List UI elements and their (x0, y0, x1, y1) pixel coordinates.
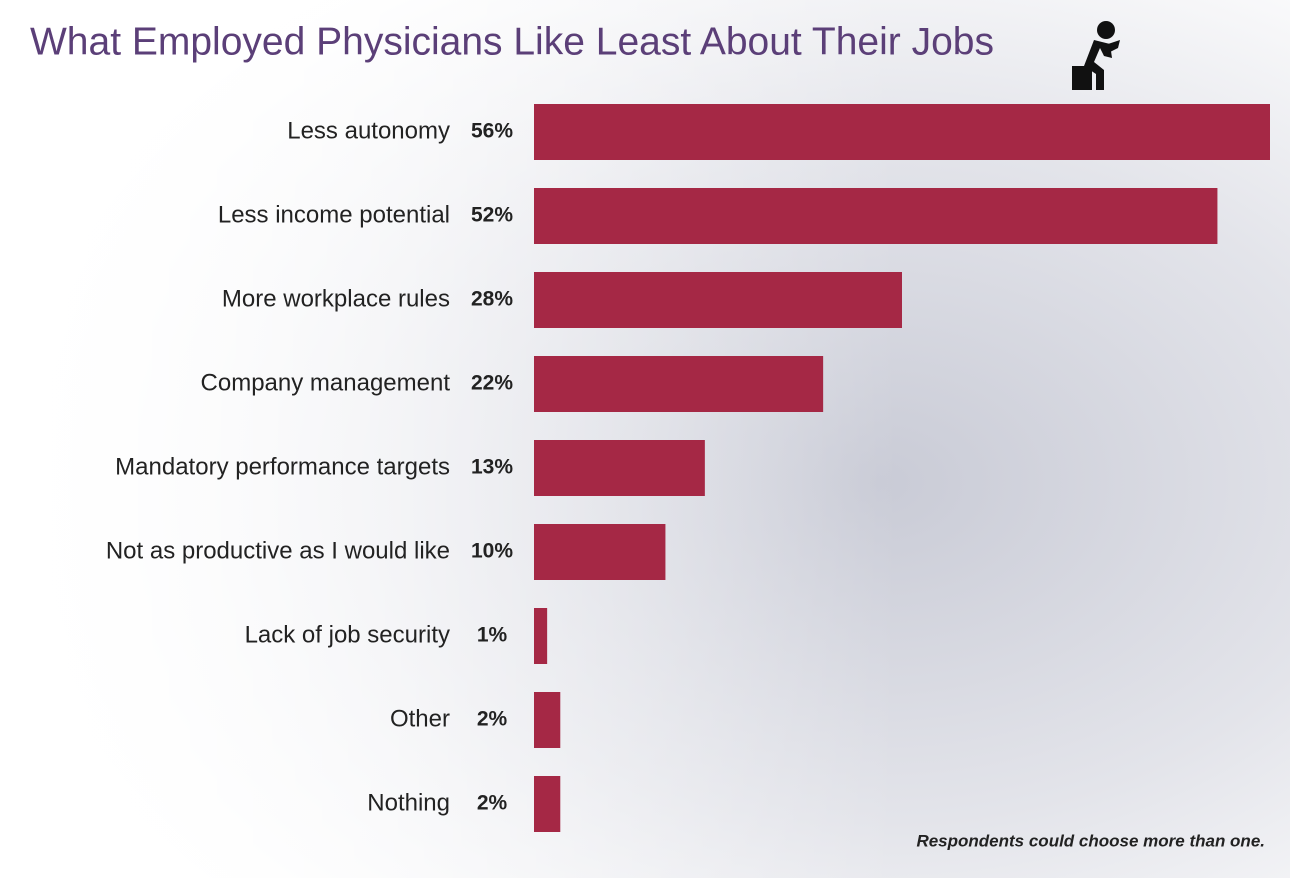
value-label: 1% (477, 624, 508, 647)
value-label: 13% (471, 456, 513, 479)
category-label: Less income potential (218, 201, 450, 228)
category-label: Not as productive as I would like (106, 537, 450, 564)
bar (534, 524, 666, 580)
category-label: Mandatory performance targets (115, 453, 450, 480)
bar (534, 776, 561, 832)
category-label: More workplace rules (222, 285, 450, 312)
category-label: Lack of job security (245, 621, 450, 648)
icon (1072, 21, 1120, 90)
value-label: 52% (471, 204, 513, 227)
category-label: Other (390, 705, 450, 732)
value-label: 28% (471, 288, 513, 311)
bar (534, 692, 561, 748)
footnote: Respondents could choose more than one. (916, 831, 1265, 850)
category-label: Less autonomy (287, 117, 450, 144)
bar (534, 272, 902, 328)
bar (534, 608, 548, 664)
category-label: Nothing (367, 789, 450, 816)
bar (534, 356, 824, 412)
value-label: 22% (471, 372, 513, 395)
bar (534, 188, 1218, 244)
bar (534, 440, 705, 496)
value-label: 56% (471, 120, 513, 143)
value-label: 10% (471, 540, 513, 563)
bar (534, 104, 1270, 160)
value-label: 2% (477, 792, 508, 815)
category-label: Company management (201, 369, 451, 396)
chart-title: What Employed Physicians Like Least Abou… (30, 20, 994, 63)
value-label: 2% (477, 708, 508, 731)
